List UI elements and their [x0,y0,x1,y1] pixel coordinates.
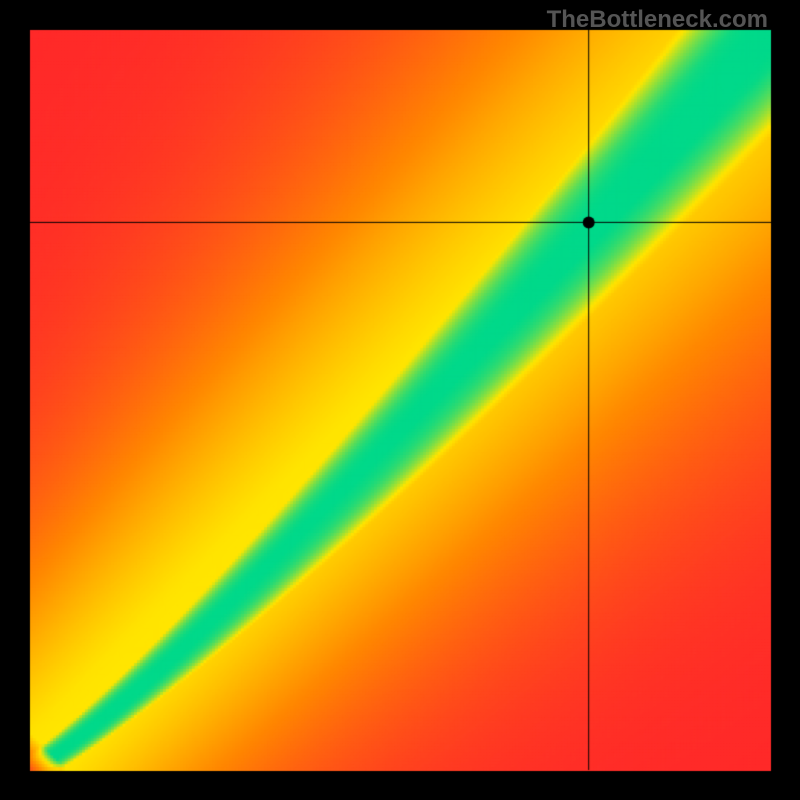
heatmap-canvas [0,0,800,800]
chart-container: TheBottleneck.com [0,0,800,800]
watermark-text: TheBottleneck.com [547,6,768,34]
